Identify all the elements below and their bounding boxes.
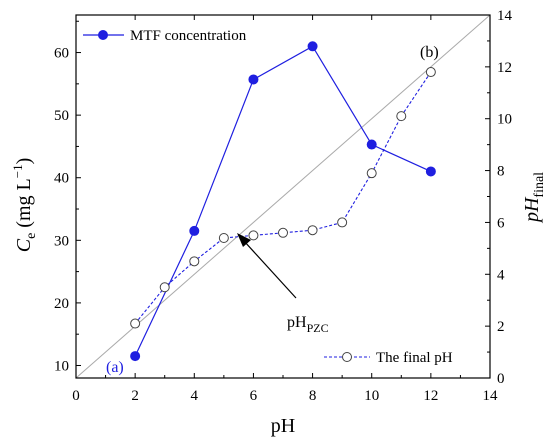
- y-tick-label: 50: [54, 108, 69, 124]
- point-mtf-concentration: [189, 225, 200, 236]
- point-final-ph: [278, 227, 288, 238]
- label-b: (b): [420, 44, 439, 61]
- point-final-ph: [130, 318, 141, 329]
- x-tick-label: 0: [72, 388, 80, 404]
- label-a: (a): [106, 359, 124, 376]
- y2-tick-label: 6: [497, 215, 505, 231]
- pzc-label-sub: PZC: [307, 321, 329, 335]
- x-tick-label: 8: [309, 388, 317, 404]
- legend-marker-final-ph: [342, 352, 352, 362]
- y-axis-left-title-unit-sup: −1: [10, 164, 25, 178]
- legend-marker-mtf: [98, 30, 108, 40]
- pzc-arrow-line: [243, 240, 297, 299]
- series-line-mtf-concentration: [134, 45, 432, 357]
- x-tick-label: 4: [191, 388, 199, 404]
- point-final-ph: [366, 168, 377, 179]
- legend-label-mtf: MTF concentration: [130, 28, 247, 44]
- y-axis-right-ticks: 0 2 4 6 8 10 12 14: [485, 8, 513, 387]
- y-axis-right-title: pHfinal: [521, 172, 547, 224]
- reference-diagonal-line: [75, 14, 491, 379]
- x-tick-label: 14: [483, 388, 499, 404]
- point-final-ph: [189, 256, 200, 267]
- y-axis-left-title-unit-close: ): [13, 158, 35, 165]
- y-axis-left-title-base: C: [13, 238, 35, 252]
- y-axis-left-title: Ce (mg L−1): [10, 158, 39, 253]
- series-points-final-ph: [130, 67, 436, 329]
- y-axis-right-title-base: pH: [521, 196, 543, 224]
- point-final-ph: [218, 232, 229, 243]
- point-final-ph: [159, 282, 170, 293]
- point-mtf-concentration: [425, 166, 436, 177]
- x-axis-title: pH: [271, 415, 295, 437]
- y2-tick-label: 12: [497, 60, 512, 76]
- pzc-arrowhead: [237, 233, 251, 247]
- y2-tick-label: 4: [497, 267, 505, 283]
- point-mtf-concentration: [366, 139, 377, 150]
- point-mtf-concentration: [248, 74, 259, 85]
- y2-tick-label: 0: [497, 371, 505, 387]
- x-tick-label: 12: [423, 388, 438, 404]
- y-tick-label: 20: [54, 296, 69, 312]
- y-axis-left-title-unit: (mg L: [13, 178, 35, 232]
- legend-mtf-concentration: MTF concentration: [83, 28, 247, 44]
- pzc-label: pHPZC: [287, 314, 329, 335]
- point-final-ph: [337, 217, 348, 228]
- point-final-ph: [425, 67, 436, 78]
- x-tick-label: 10: [364, 388, 379, 404]
- point-final-ph: [248, 230, 259, 241]
- y-axis-right-title-sub: final: [532, 172, 547, 198]
- x-tick-label: 2: [131, 388, 139, 404]
- y2-tick-label: 14: [497, 8, 513, 24]
- point-mtf-concentration: [130, 351, 141, 362]
- legend-final-ph: The final pH: [324, 350, 453, 366]
- series-line-final-ph: [134, 71, 432, 324]
- y-axis-left-ticks: 10 20 30 40 50 60: [54, 20, 81, 374]
- y-tick-label: 10: [54, 358, 69, 374]
- legend-label-final-ph: The final pH: [376, 350, 453, 366]
- x-tick-label: 6: [250, 388, 258, 404]
- y-axis-left-title-sub: e: [24, 233, 39, 239]
- y-tick-label: 30: [54, 233, 69, 249]
- y-tick-label: 60: [54, 46, 69, 62]
- y2-tick-label: 10: [497, 112, 512, 128]
- pzc-label-base: pH: [287, 314, 307, 331]
- point-final-ph: [307, 225, 318, 236]
- point-final-ph: [396, 111, 407, 122]
- y2-tick-label: 2: [497, 319, 505, 335]
- pzc-annotation: pHPZC: [237, 233, 329, 335]
- plot-area: [75, 14, 491, 379]
- point-mtf-concentration: [307, 41, 318, 52]
- x-axis-ticks: 0 2 4 6 8 10 12 14: [72, 15, 498, 404]
- y-tick-label: 40: [54, 171, 69, 187]
- series-points-mtf-concentration: [130, 41, 436, 362]
- y2-tick-label: 8: [497, 164, 505, 180]
